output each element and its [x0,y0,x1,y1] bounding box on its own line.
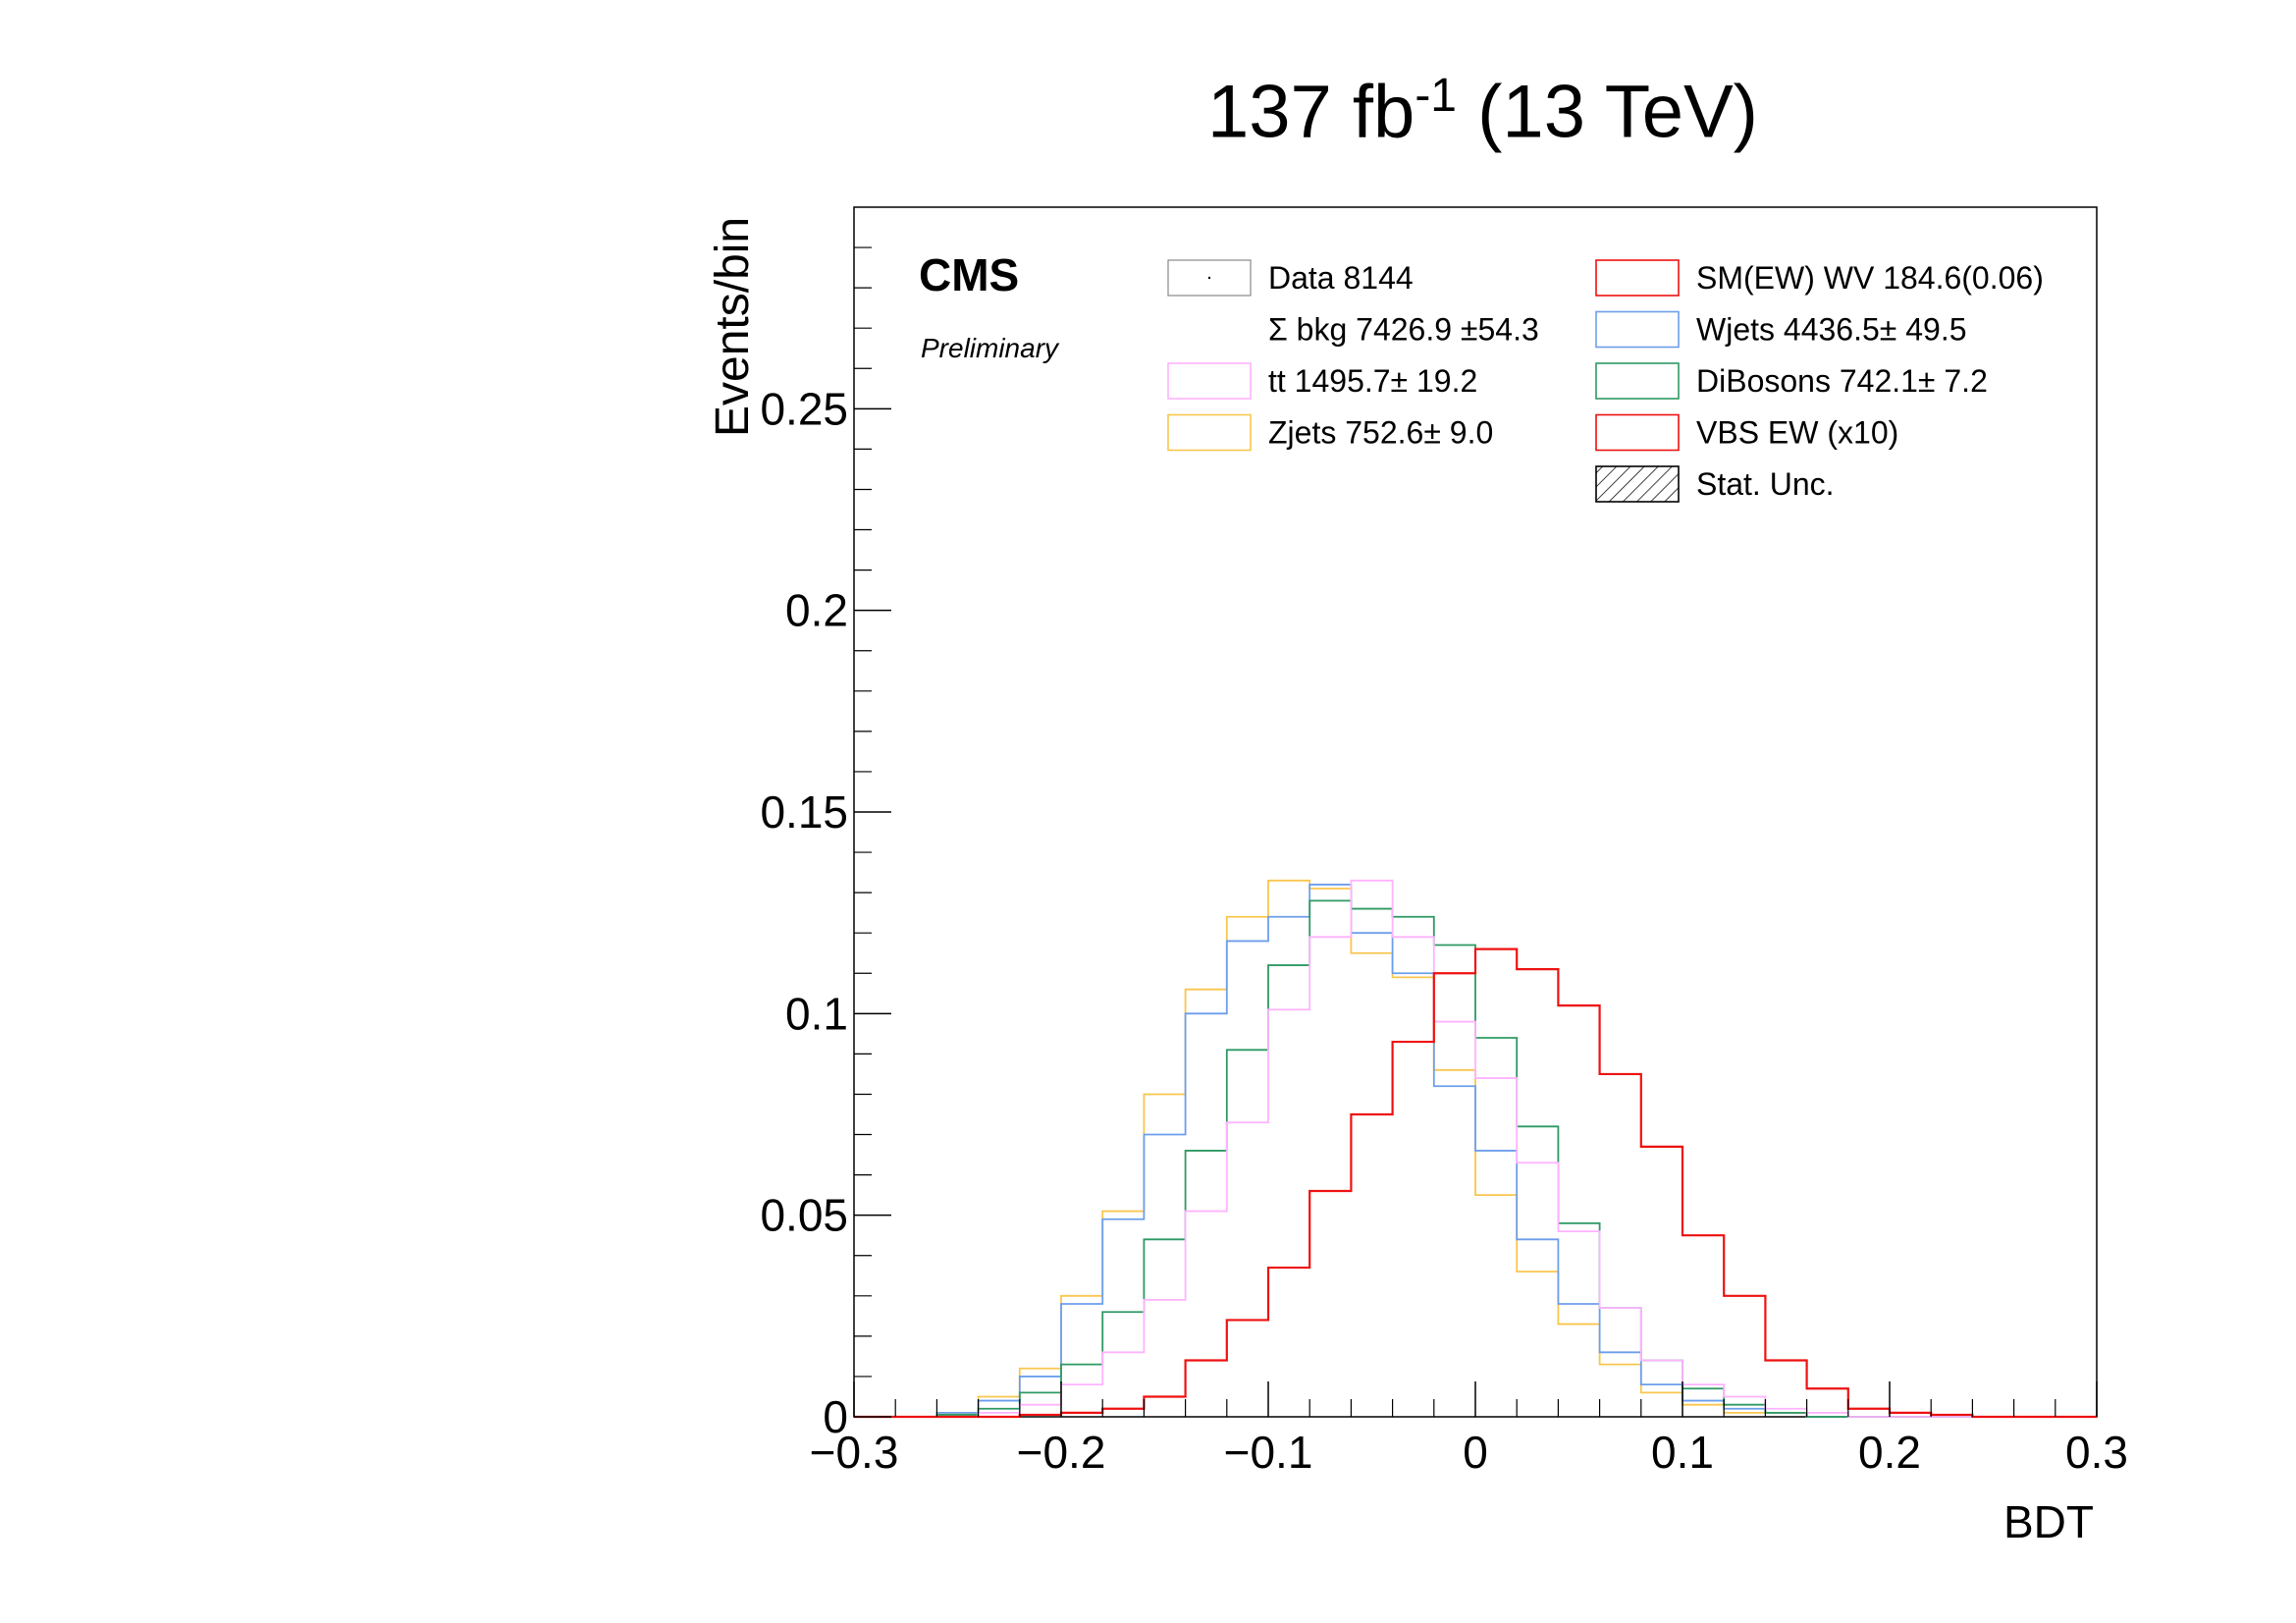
x-tick-label: 0.3 [2065,1427,2128,1478]
x-tick-label: 0 [1463,1427,1488,1478]
histogram-layer [854,879,2097,1419]
legend-label-stat: Stat. Unc. [1696,466,1835,502]
x-tick-label: 0.2 [1858,1427,1921,1478]
luminosity-title: 137 fb-1 (13 TeV) [1207,69,1758,154]
legend-label-dibosons: DiBosons 742.1± 7.2 [1696,363,1988,399]
legend-label-vbs: VBS EW (x10) [1696,415,1898,451]
y-axis-title: Events/bin [707,217,759,437]
x-tick-label: 0.1 [1651,1427,1714,1478]
y-tick-label: 0.15 [760,786,848,838]
y-tick-label: 0.1 [785,988,848,1039]
legend-label-data: Data 8144 [1268,260,1414,296]
legend-label-wjets: Wjets 4436.5± 49.5 [1696,312,1967,348]
x-tick-label: −0.3 [810,1427,899,1478]
y-tick-label: 0.05 [760,1190,848,1241]
legend-swatch-smew [1595,259,1680,297]
axis-layer: −0.3 −0.2 −0.1 0 0.1 0.2 0.3 0 0.05 0.1 0.15 0.2 0.2… [760,246,2128,1478]
x-tick-label: −0.1 [1224,1427,1313,1478]
cms-label: CMS [919,249,1019,300]
lumi-value: 137 fb [1207,70,1415,154]
energy-label: (13 TeV) [1457,70,1758,154]
legend-data-marker [1207,276,1211,280]
y-tick-label: 0.25 [760,383,848,434]
legend-swatch-zjets [1167,413,1252,452]
y-tick-label: 0 [823,1391,848,1442]
x-tick-label: −0.2 [1017,1427,1106,1478]
legend-label-tt: tt 1495.7± 19.2 [1268,363,1477,399]
y-tick-label: 0.2 [785,585,848,636]
lumi-exponent: -1 [1415,70,1457,122]
legend-swatch-wjets [1595,310,1680,349]
histogram-dibosons [854,899,2097,1418]
legend-label-zjets: Zjets 752.6± 9.0 [1268,415,1493,451]
legend-swatch-vbs [1595,413,1680,452]
x-axis-title: BDT [2003,1496,2094,1547]
legend: Data 8144 Σ bkg 7426.9 ±54.3 tt 1495.7± 1… [1167,259,2044,503]
legend-label-smew: SM(EW) WV 184.6(0.06) [1696,260,2044,296]
legend-swatch-dibosons [1595,362,1680,400]
legend-swatch-stat [1595,465,1680,503]
legend-swatch-tt [1167,362,1252,400]
preliminary-label: Preliminary [921,333,1060,363]
legend-label-sumbkg: Σ bkg 7426.9 ±54.3 [1268,312,1539,348]
